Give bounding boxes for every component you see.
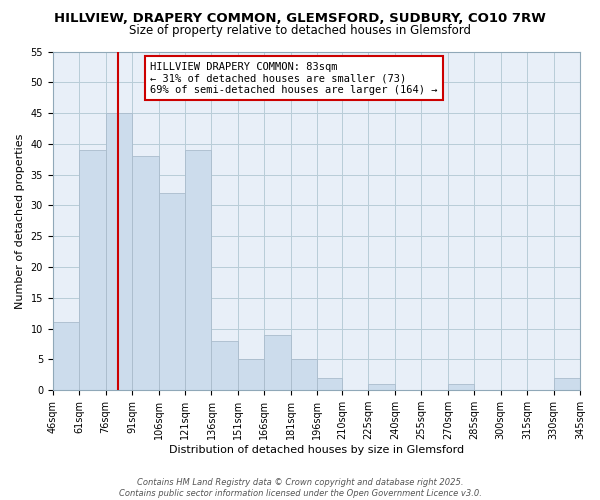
X-axis label: Distribution of detached houses by size in Glemsford: Distribution of detached houses by size …: [169, 445, 464, 455]
Bar: [265, 335, 291, 390]
Text: Size of property relative to detached houses in Glemsford: Size of property relative to detached ho…: [129, 24, 471, 37]
Bar: [53, 322, 79, 390]
Bar: [79, 150, 106, 390]
Bar: [106, 113, 132, 390]
Bar: [291, 360, 317, 390]
Text: Contains HM Land Registry data © Crown copyright and database right 2025.
Contai: Contains HM Land Registry data © Crown c…: [119, 478, 481, 498]
Bar: [368, 384, 395, 390]
Text: HILLVIEW DRAPERY COMMON: 83sqm
← 31% of detached houses are smaller (73)
69% of : HILLVIEW DRAPERY COMMON: 83sqm ← 31% of …: [151, 62, 438, 95]
Bar: [185, 150, 211, 390]
Bar: [317, 378, 342, 390]
Bar: [448, 384, 474, 390]
Bar: [554, 378, 580, 390]
Bar: [158, 193, 185, 390]
Bar: [238, 360, 265, 390]
Y-axis label: Number of detached properties: Number of detached properties: [15, 133, 25, 308]
Bar: [132, 156, 158, 390]
Text: HILLVIEW, DRAPERY COMMON, GLEMSFORD, SUDBURY, CO10 7RW: HILLVIEW, DRAPERY COMMON, GLEMSFORD, SUD…: [54, 12, 546, 26]
Bar: [211, 341, 238, 390]
